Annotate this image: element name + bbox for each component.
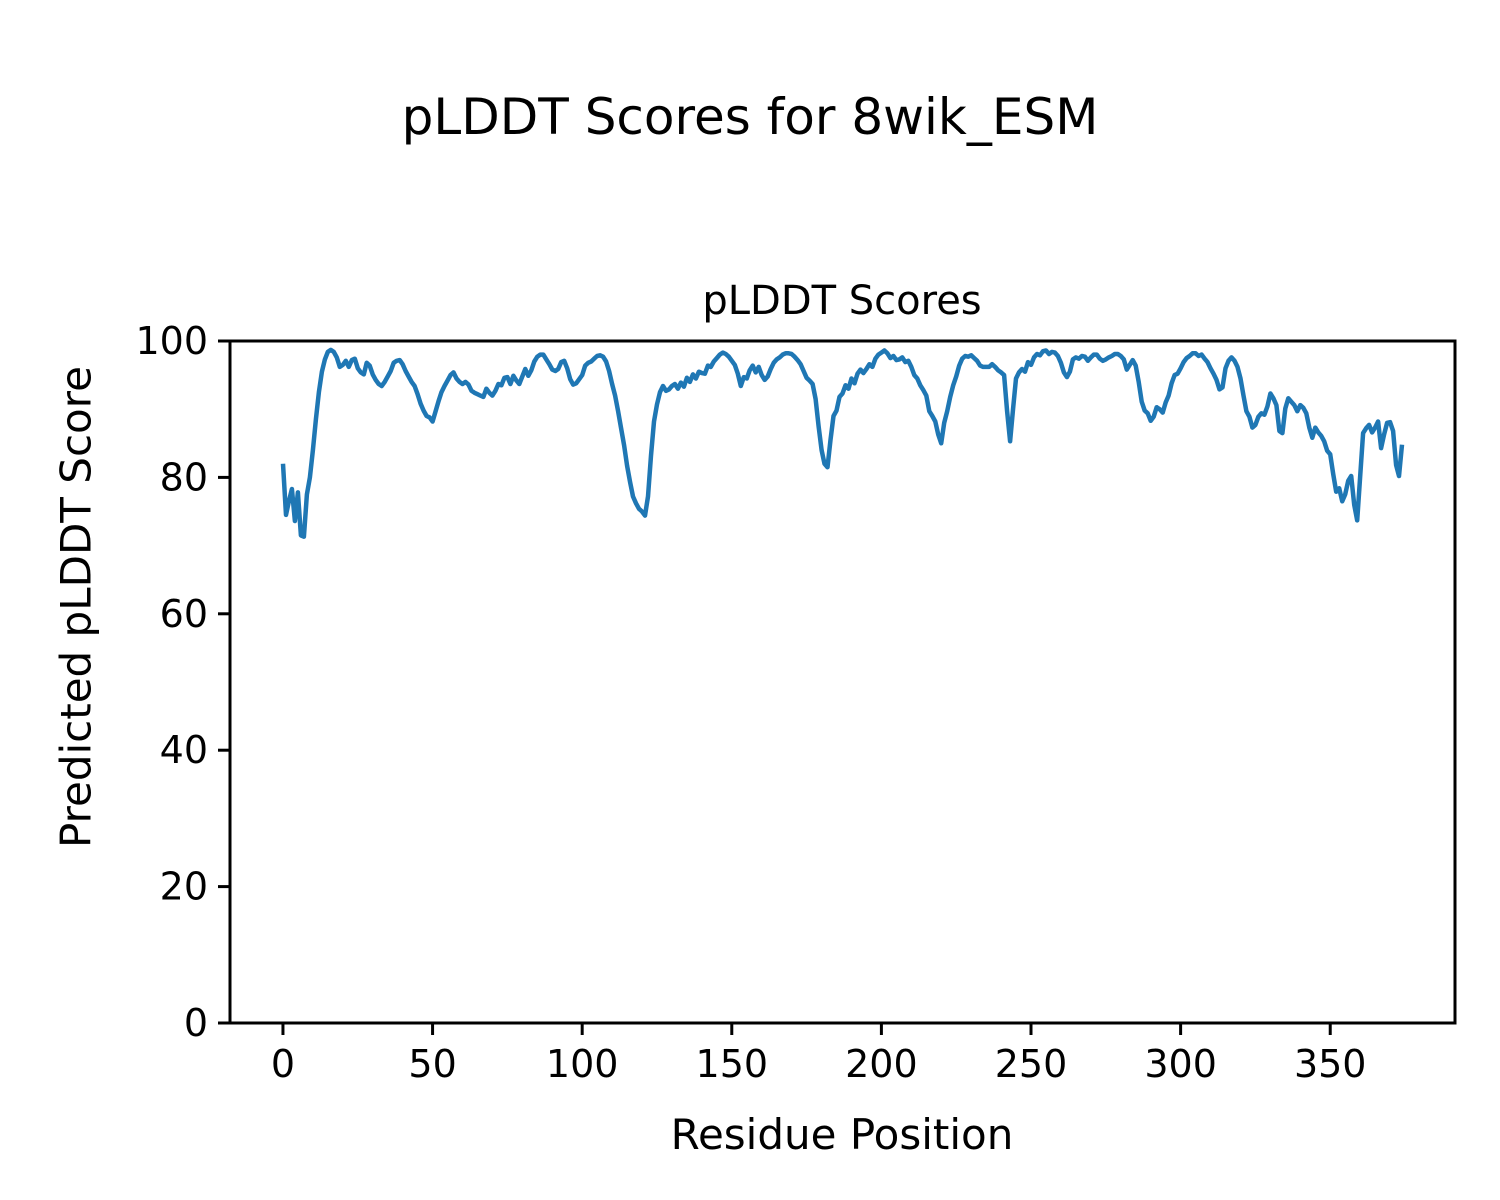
x-tick-label-6: 300 [1144,1042,1217,1086]
y-tick-label-5: 100 [135,319,208,363]
axes-frame [228,339,1457,1025]
y-tick-label-3: 60 [160,592,208,636]
y-axis-label: Predicted pLDDT Score [51,366,101,848]
x-tick-label-5: 250 [995,1042,1068,1086]
y-tick-label-2: 40 [160,728,208,772]
x-tick-label-0: 0 [271,1042,295,1086]
y-tick-label-0: 0 [184,1001,208,1045]
plddt-line [280,347,1405,539]
x-tick-label-4: 200 [845,1042,918,1086]
axes-title: pLDDT Scores [702,278,982,324]
y-tick-label-4: 80 [160,455,208,499]
x-tick-label-3: 150 [696,1042,769,1086]
x-axis-label: Residue Position [670,1110,1014,1159]
figure-title: pLDDT Scores for 8wik_ESM [401,88,1099,146]
y-tick-label-1: 20 [160,865,208,909]
x-tick-label-2: 100 [546,1042,619,1086]
x-tick-label-1: 50 [408,1042,456,1086]
x-tick-label-7: 350 [1294,1042,1367,1086]
